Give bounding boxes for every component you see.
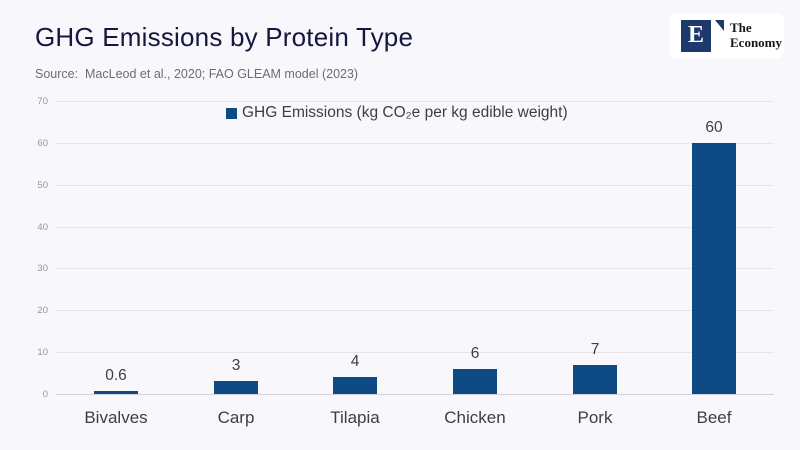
- gridline: [56, 310, 774, 311]
- gridline: [56, 101, 774, 102]
- bar-value-label: 7: [590, 341, 600, 358]
- bar: [94, 391, 138, 394]
- x-axis-line: [56, 394, 774, 395]
- bar: [453, 369, 497, 394]
- y-tick-label: 70: [37, 96, 48, 107]
- y-tick-label: 20: [37, 305, 48, 316]
- y-tick-label: 50: [37, 180, 48, 191]
- brand-flag-icon: [715, 20, 724, 31]
- bar-value-label: 60: [705, 119, 723, 136]
- gridline: [56, 185, 774, 186]
- bar: [214, 381, 258, 394]
- brand-name: The Economy: [730, 20, 782, 50]
- brand-e-icon: E: [681, 20, 711, 52]
- gridline: [56, 143, 774, 144]
- x-tick-label: Bivalves: [84, 408, 148, 427]
- x-tick-label: Beef: [696, 408, 732, 427]
- y-tick-label: 30: [37, 263, 48, 274]
- bar-value-label: 3: [231, 357, 241, 374]
- page-title: GHG Emissions by Protein Type: [35, 22, 414, 52]
- gridline: [56, 227, 774, 228]
- bar-value-label: 0.6: [105, 367, 127, 384]
- brand-name-line1: The: [730, 20, 752, 35]
- bar: [573, 365, 617, 394]
- x-tick-label: Tilapia: [330, 408, 380, 427]
- brand-name-line2: Economy: [730, 35, 782, 50]
- x-tick-label: Pork: [577, 408, 613, 427]
- source-note: Source: MacLeod et al., 2020; FAO GLEAM …: [35, 67, 359, 81]
- bar-value-label: 4: [350, 353, 360, 370]
- bar: [692, 143, 736, 394]
- x-tick-label: Chicken: [444, 408, 506, 427]
- gridline: [56, 268, 774, 269]
- legend-label: GHG Emissions (kg CO₂e per kg edible wei…: [242, 104, 568, 121]
- x-tick-label: Carp: [217, 408, 255, 427]
- bar: [333, 377, 377, 394]
- bar-value-label: 6: [470, 345, 480, 362]
- y-tick-label: 10: [37, 347, 48, 358]
- gridline: [56, 352, 774, 353]
- y-tick-label: 60: [37, 138, 48, 149]
- chart-legend: GHG Emissions (kg CO₂e per kg edible wei…: [226, 104, 568, 122]
- legend-swatch-icon: [226, 107, 237, 119]
- y-tick-label: 0: [42, 389, 48, 400]
- y-tick-label: 40: [37, 222, 48, 233]
- brand-logo: E The Economy: [670, 13, 784, 59]
